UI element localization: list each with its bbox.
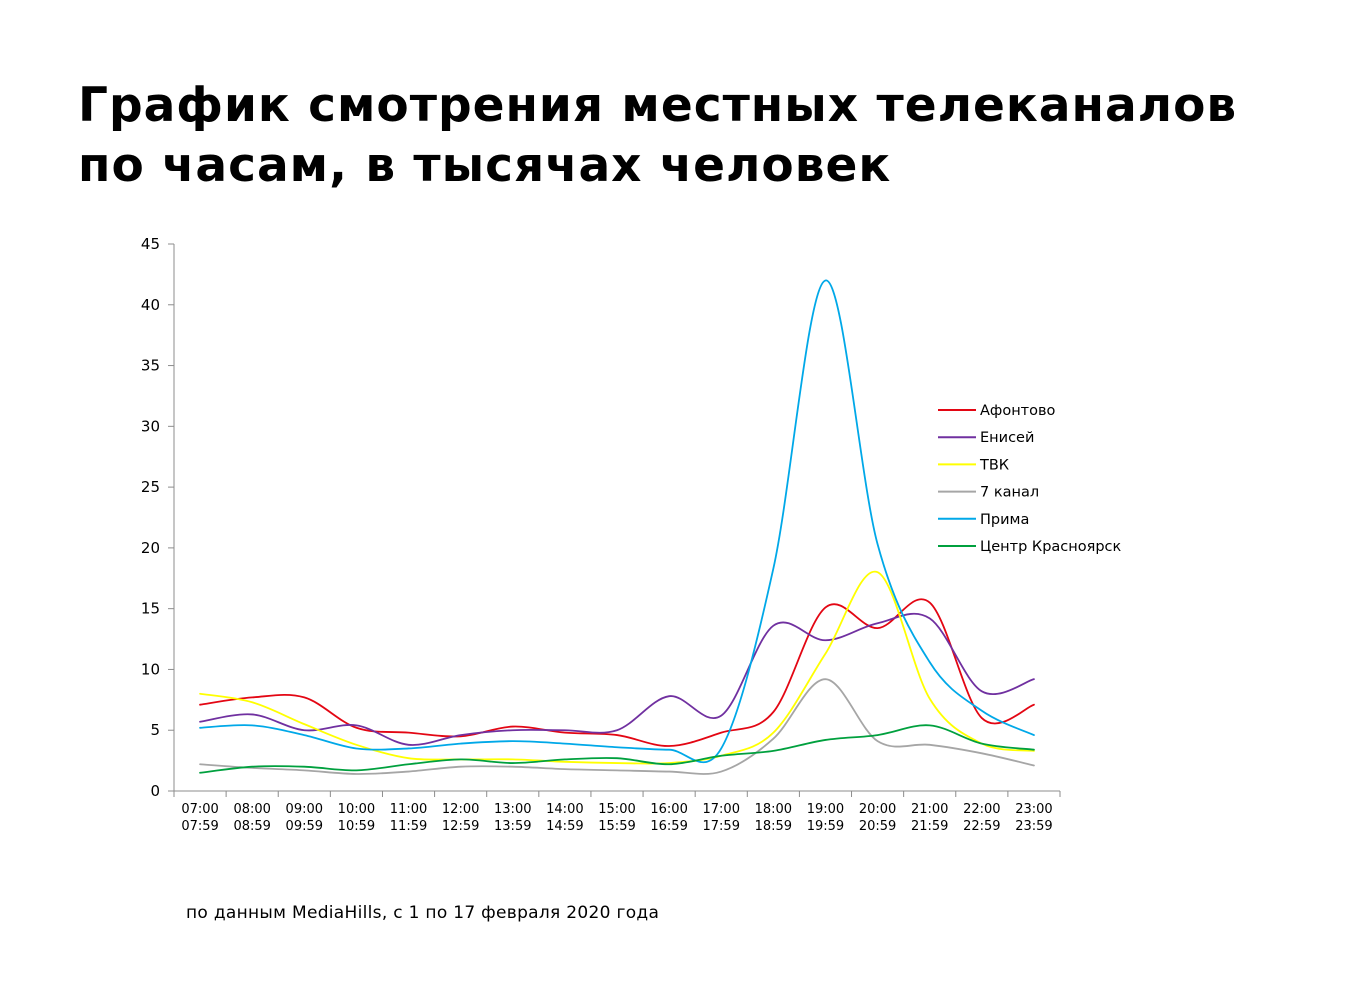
x-tick-label-end: 22:59: [963, 819, 1000, 834]
page-title: График смотрения местных телеканалов по …: [78, 76, 1298, 196]
x-tick-label-start: 11:00: [390, 802, 427, 817]
legend-label: Афонтово: [980, 403, 1056, 419]
y-tick-label: 25: [141, 478, 160, 496]
x-tick-label-end: 19:59: [807, 819, 844, 834]
x-tick-label-start: 19:00: [807, 802, 844, 817]
x-axis: 07:00 07:59 08:00 08:59 09:00 09:59 10:00 10:59…: [173, 790, 1061, 834]
y-tick-label: 10: [141, 660, 160, 678]
x-tick-label-start: 22:00: [963, 802, 1000, 817]
legend-label: Центр Красноярск: [980, 539, 1122, 555]
x-tick-label-end: 15:59: [598, 819, 635, 834]
series-line-5: [199, 279, 1035, 763]
x-tick-label-end: 11:59: [390, 819, 427, 834]
source-footnote: по данным MediaHills, с 1 по 17 февраля …: [186, 903, 660, 923]
series-line-2: [199, 612, 1035, 746]
series-line-3: [199, 570, 1035, 765]
x-tick-label-end: 17:59: [703, 819, 740, 834]
page-title-line-2: по часам, в тысячах человек: [78, 138, 892, 193]
legend-label: 7 канал: [980, 485, 1039, 501]
x-tick-label-end: 09:59: [286, 819, 323, 834]
page-title-line-1: График смотрения местных телеканалов: [78, 78, 1238, 133]
series-lines: [199, 279, 1035, 775]
y-tick-label: 35: [141, 357, 160, 375]
x-tick-label-start: 20:00: [859, 802, 896, 817]
y-tick-label: 30: [141, 417, 160, 435]
legend-label: Енисей: [980, 430, 1034, 446]
series-line-6: [199, 724, 1035, 774]
legend-label: ТВК: [979, 457, 1010, 473]
x-tick-label-start: 08:00: [233, 802, 270, 817]
x-tick-label-end: 13:59: [494, 819, 531, 834]
x-tick-label-end: 08:59: [233, 819, 270, 834]
x-tick-label-start: 15:00: [598, 802, 635, 817]
x-tick-label-start: 18:00: [755, 802, 792, 817]
y-tick-label: 15: [141, 600, 160, 618]
y-tick-label: 45: [141, 235, 160, 253]
y-tick-label: 20: [141, 539, 160, 557]
x-tick-label-start: 10:00: [338, 802, 375, 817]
series-line-1: [199, 598, 1035, 747]
x-tick-label-end: 21:59: [911, 819, 948, 834]
x-tick-label-end: 18:59: [755, 819, 792, 834]
x-tick-label-start: 14:00: [546, 802, 583, 817]
x-tick-label-end: 07:59: [181, 819, 218, 834]
x-tick-label-start: 23:00: [1015, 802, 1052, 817]
x-tick-label-end: 10:59: [338, 819, 375, 834]
x-tick-label-start: 12:00: [442, 802, 479, 817]
y-tick-label: 40: [141, 296, 160, 314]
series-line-4: [199, 678, 1035, 775]
y-tick-label: 0: [150, 782, 160, 800]
legend: Афонтово Енисей ТВК 7 канал Прима Центр Красн…: [938, 403, 1122, 555]
x-tick-label-start: 13:00: [494, 802, 531, 817]
x-tick-label-end: 12:59: [442, 819, 479, 834]
y-axis: 0 5 10 15 20 25 30 35 40 45: [141, 235, 175, 800]
x-tick-label-end: 20:59: [859, 819, 896, 834]
x-tick-label-end: 16:59: [650, 819, 687, 834]
x-tick-label-start: 16:00: [650, 802, 687, 817]
x-tick-label-start: 07:00: [181, 802, 218, 817]
x-tick-label-end: 23:59: [1015, 819, 1052, 834]
x-tick-label-start: 21:00: [911, 802, 948, 817]
x-tick-label-start: 17:00: [703, 802, 740, 817]
y-tick-label: 5: [150, 721, 160, 739]
x-tick-label-start: 09:00: [286, 802, 323, 817]
x-tick-label-end: 14:59: [546, 819, 583, 834]
legend-label: Прима: [980, 512, 1029, 528]
